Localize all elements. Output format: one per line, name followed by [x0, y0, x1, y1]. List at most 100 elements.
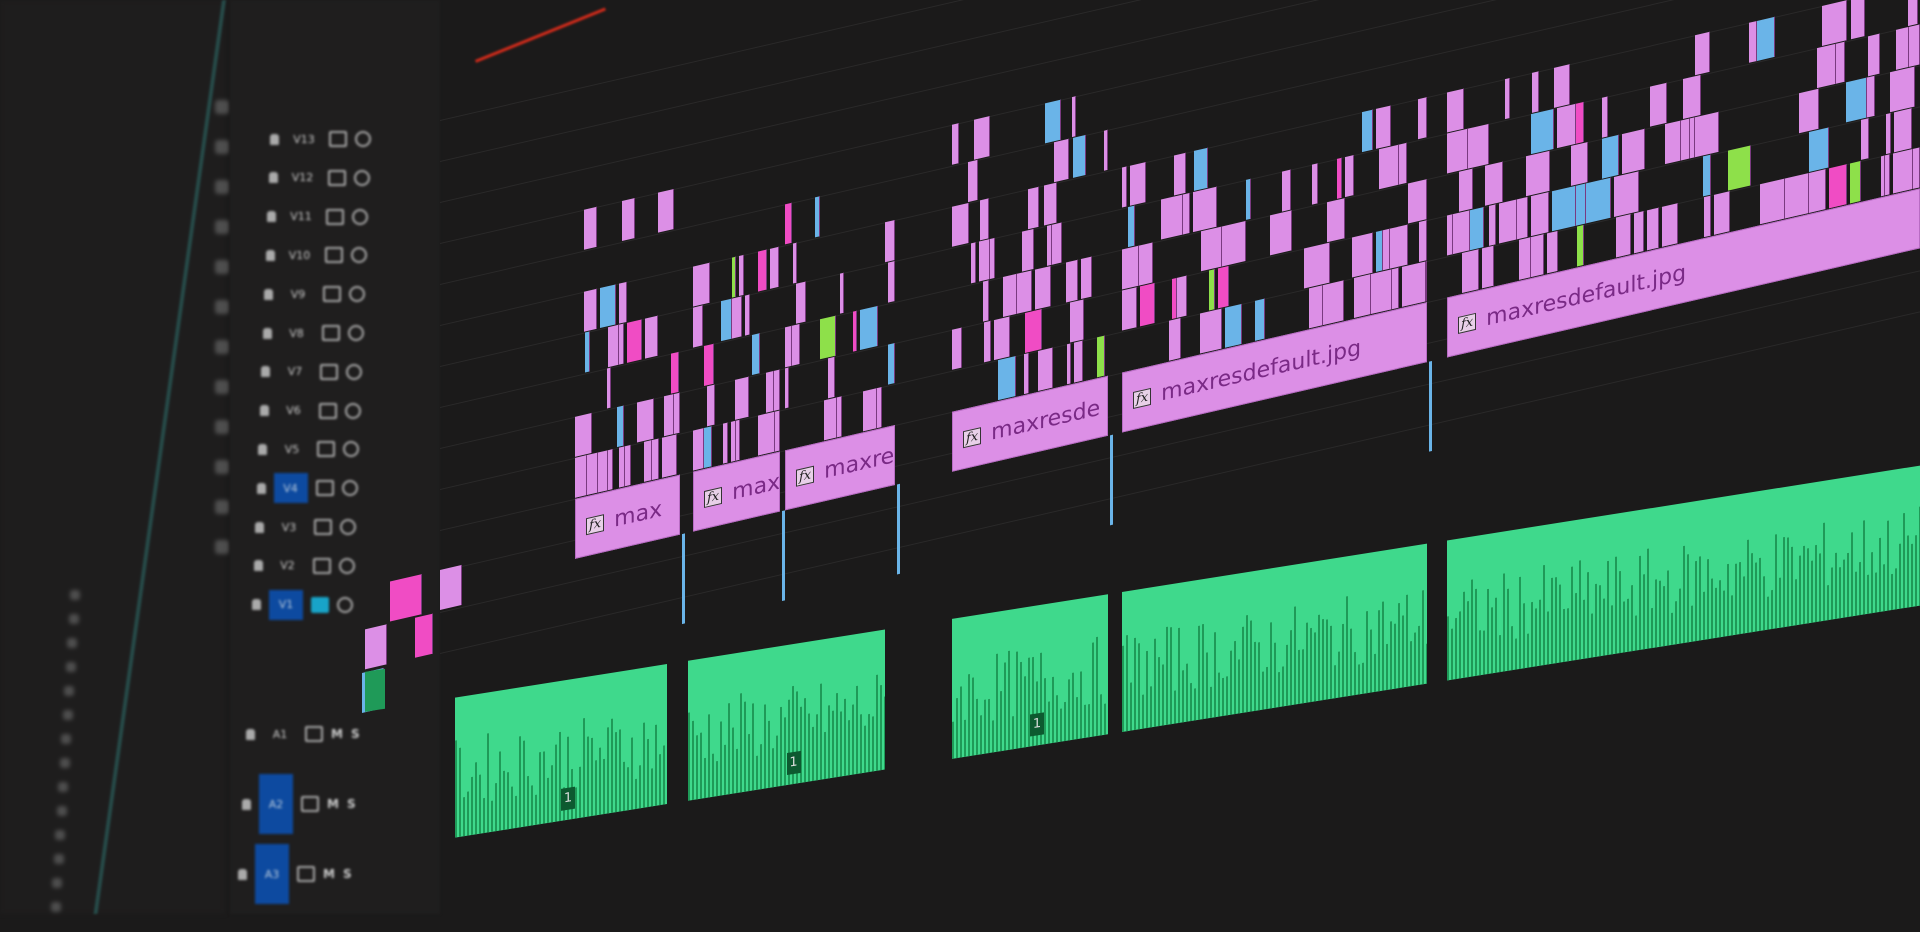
- lock-icon[interactable]: [253, 560, 263, 572]
- eye-icon[interactable]: [355, 131, 371, 147]
- lock-icon[interactable]: [246, 728, 255, 740]
- mute-button[interactable]: M: [327, 797, 339, 811]
- lock-icon[interactable]: [238, 868, 247, 880]
- tool-icon[interactable]: [215, 340, 229, 354]
- eye-icon[interactable]: [338, 557, 355, 574]
- solo-button[interactable]: S: [346, 797, 356, 811]
- eye-icon[interactable]: [346, 363, 362, 380]
- track-target-v9[interactable]: V9: [290, 287, 306, 301]
- panel-icon[interactable]: [62, 710, 73, 720]
- lock-icon[interactable]: [267, 211, 276, 223]
- track-target-v13[interactable]: V13: [293, 132, 315, 146]
- track-target-v10[interactable]: V10: [288, 248, 311, 262]
- eye-icon[interactable]: [337, 596, 353, 613]
- track-target-v8[interactable]: V8: [289, 326, 304, 340]
- lock-icon[interactable]: [252, 599, 261, 611]
- track-target-v12[interactable]: V12: [291, 171, 314, 185]
- toggle-output-icon[interactable]: [312, 557, 331, 574]
- tool-icon[interactable]: [215, 100, 229, 114]
- solo-button[interactable]: S: [350, 727, 360, 741]
- track-target-v4[interactable]: V4: [273, 473, 308, 504]
- eye-icon[interactable]: [341, 480, 358, 497]
- panel-icon[interactable]: [59, 758, 70, 768]
- panel-icon[interactable]: [50, 902, 61, 912]
- panel-icon[interactable]: [68, 614, 79, 624]
- panel-icon[interactable]: [52, 878, 62, 888]
- tool-icon[interactable]: [215, 260, 229, 274]
- lock-icon[interactable]: [270, 133, 279, 145]
- track-target-a1[interactable]: A1: [272, 727, 288, 741]
- sync-lock-icon[interactable]: [297, 866, 315, 882]
- tool-icon[interactable]: [215, 180, 229, 194]
- track-target-v1[interactable]: V1: [269, 589, 303, 620]
- tool-icon[interactable]: [215, 380, 229, 394]
- audio-clip[interactable]: 1: [952, 594, 1108, 759]
- track-target-v3[interactable]: V3: [281, 520, 297, 534]
- eye-icon[interactable]: [340, 519, 356, 535]
- mute-button[interactable]: M: [331, 727, 343, 741]
- toggle-output-icon[interactable]: [320, 363, 338, 380]
- lock-icon[interactable]: [262, 327, 272, 339]
- toggle-output-icon[interactable]: [314, 519, 332, 535]
- track-target-a3[interactable]: A3: [255, 844, 289, 904]
- track-target-a2[interactable]: A2: [259, 774, 293, 834]
- audio-clip[interactable]: 1: [455, 664, 667, 838]
- tool-icon[interactable]: [215, 140, 229, 154]
- audio-clip[interactable]: 1: [688, 629, 885, 801]
- lock-icon[interactable]: [265, 249, 275, 261]
- panel-icon[interactable]: [61, 734, 71, 744]
- lock-icon[interactable]: [261, 366, 270, 378]
- panel-icon[interactable]: [70, 590, 80, 600]
- panel-icon[interactable]: [67, 638, 77, 648]
- tool-icon[interactable]: [215, 300, 229, 314]
- solo-button[interactable]: S: [342, 867, 352, 881]
- lock-icon[interactable]: [258, 443, 267, 455]
- toggle-output-icon[interactable]: [321, 325, 340, 341]
- toggle-output-icon[interactable]: [324, 247, 343, 264]
- sync-lock-icon[interactable]: [301, 796, 319, 812]
- video-clip[interactable]: [390, 574, 422, 622]
- toggle-output-icon[interactable]: [311, 596, 329, 613]
- eye-icon[interactable]: [350, 247, 367, 264]
- toggle-output-icon[interactable]: [326, 208, 344, 225]
- audio-clip[interactable]: [1122, 543, 1427, 732]
- video-clip[interactable]: [365, 624, 387, 670]
- sync-lock-icon[interactable]: [305, 726, 323, 742]
- track-target-v5[interactable]: V5: [284, 442, 300, 456]
- eye-icon[interactable]: [347, 325, 364, 341]
- panel-icon[interactable]: [58, 782, 68, 792]
- tool-icon[interactable]: [215, 220, 229, 234]
- lock-icon[interactable]: [268, 172, 278, 184]
- toggle-output-icon[interactable]: [323, 286, 341, 303]
- audio-tracks-area[interactable]: 1 1 1: [365, 0, 1920, 914]
- mute-button[interactable]: M: [323, 867, 335, 881]
- tool-icon[interactable]: [215, 460, 229, 474]
- track-target-v2[interactable]: V2: [280, 559, 295, 573]
- panel-icon[interactable]: [56, 806, 67, 816]
- lock-icon[interactable]: [264, 288, 273, 300]
- lock-icon[interactable]: [259, 405, 269, 417]
- panel-icon[interactable]: [65, 662, 76, 672]
- panel-icon[interactable]: [53, 854, 64, 864]
- eye-icon[interactable]: [344, 402, 361, 419]
- panel-icon[interactable]: [55, 830, 65, 840]
- panel-icon[interactable]: [64, 686, 74, 696]
- toggle-output-icon[interactable]: [329, 131, 347, 147]
- toggle-output-icon[interactable]: [318, 402, 337, 419]
- audio-clip[interactable]: [1447, 465, 1920, 681]
- track-target-v11[interactable]: V11: [290, 210, 312, 224]
- video-clip[interactable]: [415, 613, 433, 658]
- eye-icon[interactable]: [349, 286, 365, 303]
- tool-icon[interactable]: [215, 500, 229, 514]
- lock-icon[interactable]: [242, 798, 251, 810]
- tool-icon[interactable]: [215, 420, 229, 434]
- eye-icon[interactable]: [343, 441, 359, 458]
- lock-icon[interactable]: [255, 521, 264, 533]
- eye-icon[interactable]: [352, 208, 368, 225]
- lock-icon[interactable]: [256, 482, 266, 494]
- track-target-v6[interactable]: V6: [286, 404, 301, 418]
- toggle-output-icon[interactable]: [327, 169, 346, 186]
- tool-icon[interactable]: [215, 540, 229, 554]
- toggle-output-icon[interactable]: [315, 480, 334, 497]
- toggle-output-icon[interactable]: [317, 441, 335, 458]
